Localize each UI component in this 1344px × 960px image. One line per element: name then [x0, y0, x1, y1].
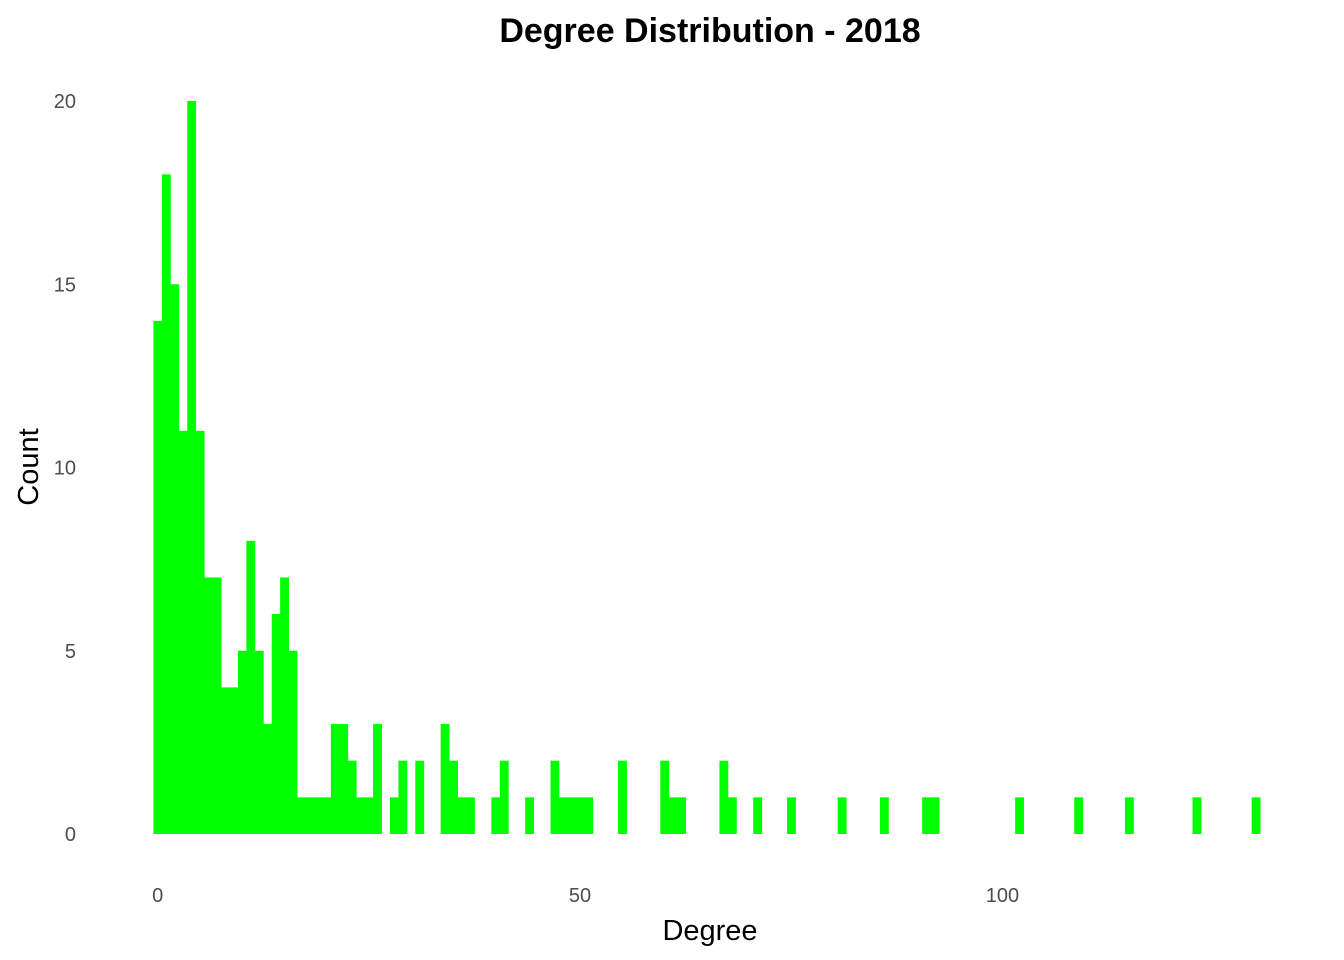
bar-degree-12 — [254, 650, 264, 834]
bar-degree-29 — [398, 760, 408, 834]
bar-degree-22 — [339, 724, 349, 834]
bar-degree-7 — [212, 577, 222, 834]
bar-degree-102 — [1015, 797, 1024, 834]
bar-degree-26 — [373, 724, 382, 834]
bar-degree-71 — [753, 797, 763, 834]
bar-degree-11 — [246, 540, 256, 834]
bar-degree-86 — [879, 797, 889, 834]
bar-degree-44 — [525, 797, 534, 834]
y-tick-label-5: 5 — [65, 641, 76, 663]
x-axis-ticks: 0 50 100 — [152, 885, 1019, 907]
bar-degree-50 — [575, 797, 585, 834]
y-axis-title: Count — [13, 428, 45, 505]
bar-degree-51 — [584, 797, 594, 834]
bar-degree-40 — [491, 797, 501, 834]
bar-degree-41 — [499, 760, 509, 834]
bar-degree-13 — [263, 724, 273, 834]
bar-degree-21 — [330, 724, 340, 834]
bar-degree-91 — [922, 797, 932, 834]
bar-degree-68 — [727, 797, 737, 834]
bar-degree-75 — [787, 797, 796, 834]
bar-degree-4 — [187, 101, 197, 834]
bar-degree-49 — [567, 797, 577, 834]
bar-degree-37 — [466, 797, 475, 834]
y-tick-label-20: 20 — [54, 91, 76, 113]
bar-degree-81 — [837, 797, 847, 834]
y-tick-label-15: 15 — [54, 274, 76, 296]
bar-degree-55 — [618, 760, 627, 834]
bar-degree-16 — [288, 650, 298, 834]
bar-degree-28 — [389, 797, 399, 834]
bar-degree-130 — [1251, 797, 1261, 834]
bar-degree-19 — [313, 797, 323, 834]
chart-title: Degree Distribution - 2018 — [499, 12, 920, 50]
bar-degree-25 — [364, 797, 374, 834]
bar-degree-14 — [271, 614, 281, 834]
bar-degree-2 — [170, 284, 180, 834]
bar-degree-15 — [280, 577, 290, 834]
bar-degree-62 — [677, 797, 687, 834]
bar-degree-115 — [1124, 797, 1134, 834]
bar-degree-23 — [347, 760, 357, 834]
bar-degree-17 — [297, 797, 306, 834]
bar-degree-0 — [153, 320, 163, 834]
bar-degree-92 — [930, 797, 940, 834]
bar-degree-48 — [558, 797, 568, 834]
bar-degree-1 — [161, 174, 171, 835]
bar-degree-61 — [668, 797, 678, 834]
bar-degree-24 — [356, 797, 366, 834]
bar-degree-123 — [1192, 797, 1202, 834]
x-tick-label-0: 0 — [152, 885, 163, 907]
bar-degree-47 — [550, 760, 560, 834]
histogram-bars — [153, 101, 1261, 835]
bar-degree-109 — [1074, 797, 1084, 834]
bar-degree-31 — [415, 760, 425, 834]
y-tick-label-10: 10 — [54, 458, 76, 480]
bar-degree-67 — [719, 760, 729, 834]
bar-degree-9 — [229, 687, 239, 834]
bar-degree-6 — [204, 577, 213, 834]
bar-degree-10 — [237, 650, 247, 834]
bar-degree-3 — [178, 430, 188, 834]
bar-degree-60 — [660, 760, 670, 834]
x-tick-label-100: 100 — [986, 885, 1019, 907]
bar-degree-36 — [457, 797, 467, 834]
y-axis-ticks: 0 5 10 15 20 — [54, 91, 76, 846]
bar-degree-20 — [322, 797, 332, 834]
bar-degree-5 — [195, 430, 205, 834]
bar-degree-18 — [305, 797, 315, 834]
x-axis-title: Degree — [662, 915, 757, 947]
bar-degree-8 — [221, 687, 230, 834]
bar-degree-34 — [440, 724, 450, 834]
x-tick-label-50: 50 — [569, 885, 591, 907]
bar-degree-35 — [449, 760, 458, 834]
y-tick-label-0: 0 — [65, 824, 76, 846]
